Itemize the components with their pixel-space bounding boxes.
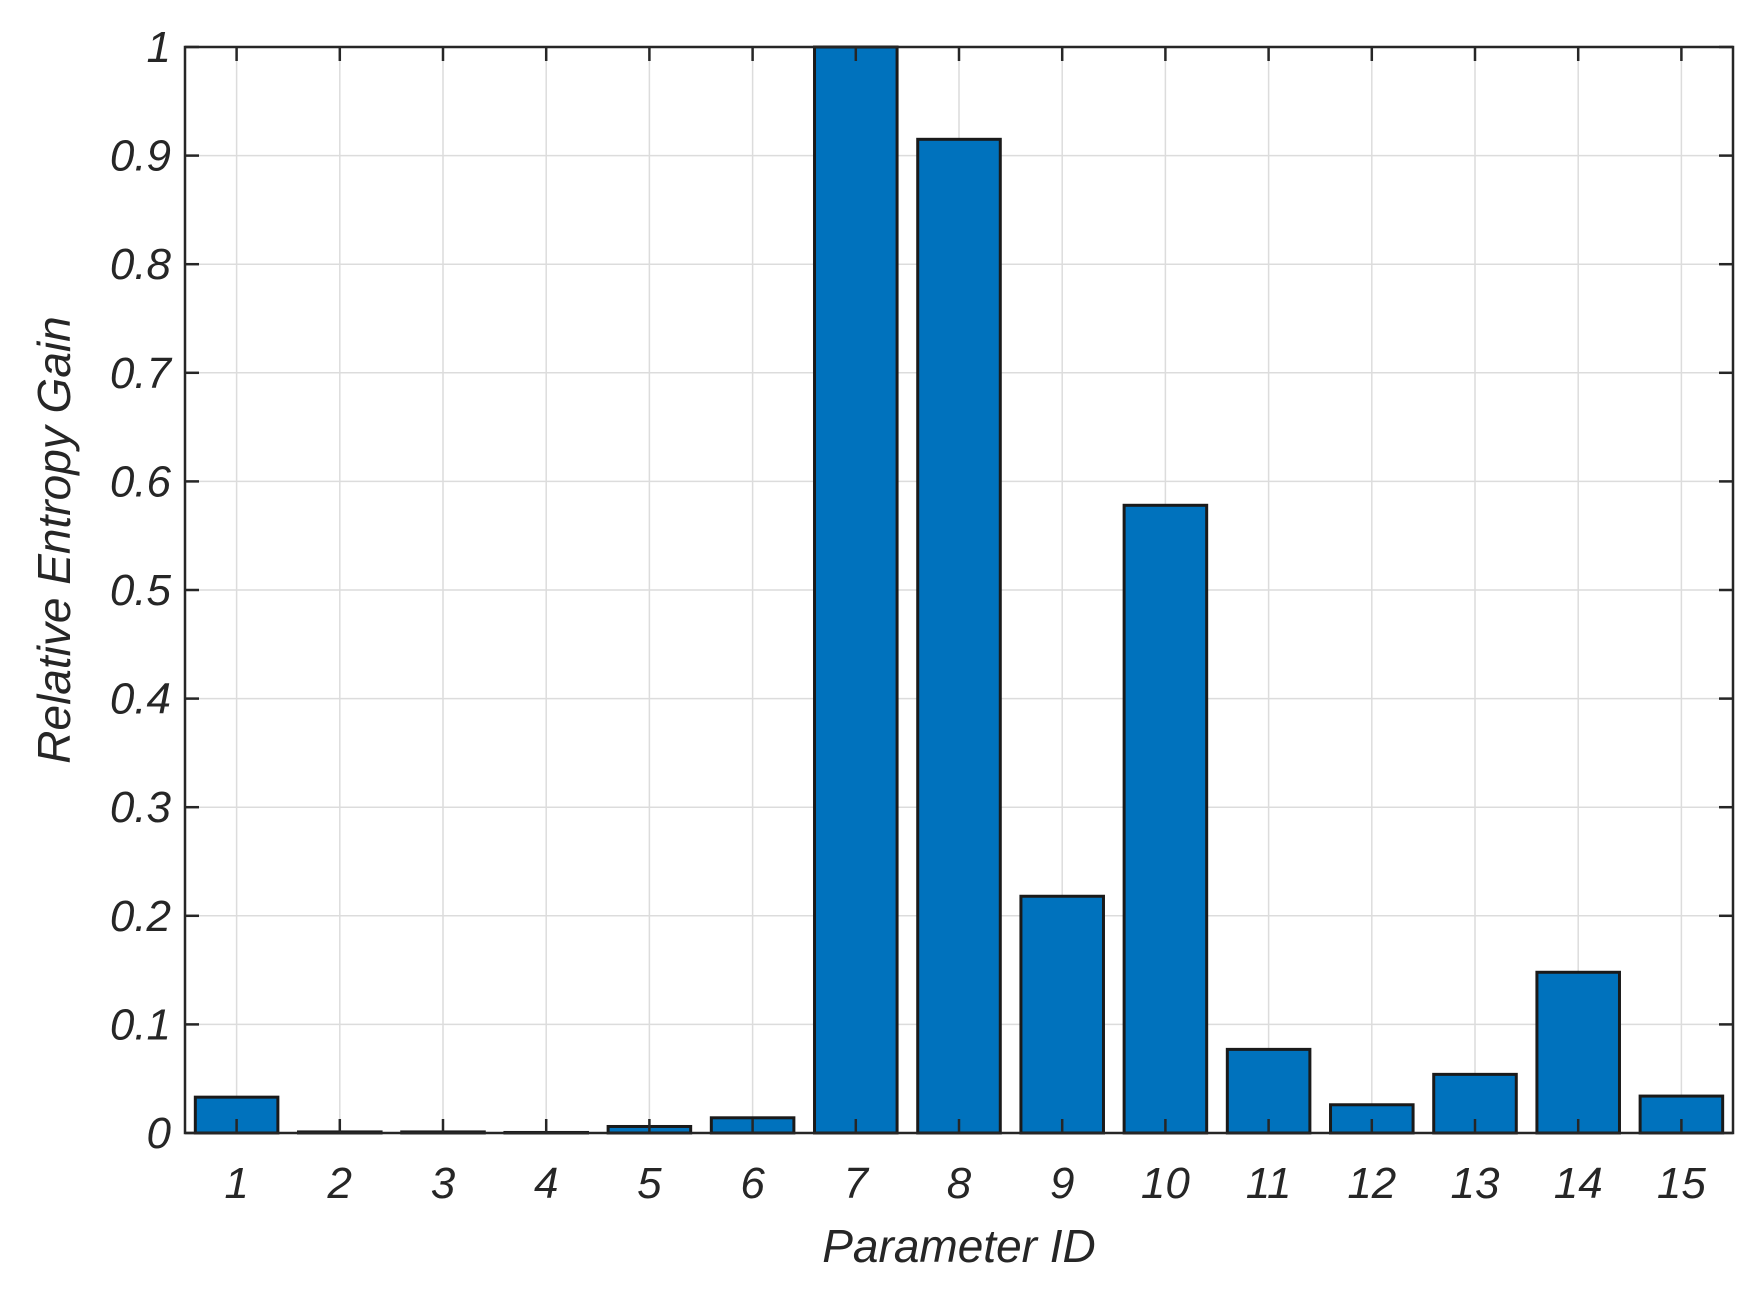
x-tick-label: 11: [1246, 1159, 1292, 1208]
x-tick-label: 2: [327, 1159, 352, 1208]
x-tick-label: 15: [1657, 1159, 1706, 1208]
y-tick-label: 0.1: [110, 1000, 171, 1049]
x-tick-label: 10: [1141, 1159, 1190, 1208]
y-tick-label: 0: [147, 1109, 172, 1158]
x-tick-label: 1: [224, 1159, 248, 1208]
x-tick-label: 7: [844, 1159, 870, 1208]
x-tick-label: 13: [1451, 1159, 1500, 1208]
bar-7: [813, 45, 899, 1135]
y-tick-label: 0.6: [110, 457, 172, 506]
x-tick-label: 6: [740, 1159, 765, 1208]
axis-ticks: [185, 45, 1733, 1135]
x-tick-labels: 1 2 3 4 5 6 7 8 9 10 11 12 13 14 15: [224, 1159, 1706, 1208]
bar-10: [1122, 503, 1209, 1135]
y-tick-label: 0.7: [110, 349, 173, 398]
x-tick-label: 4: [534, 1159, 558, 1208]
bar-8: [916, 137, 1002, 1135]
y-tick-label: 0.4: [110, 675, 171, 724]
y-tick-label: 0.3: [110, 783, 172, 832]
y-axis-label: Relative Entropy Gain: [28, 316, 80, 763]
x-tick-label: 5: [637, 1159, 662, 1208]
bar-9: [1019, 894, 1105, 1135]
x-tick-label: 8: [947, 1159, 972, 1208]
bar-11: [1225, 1047, 1312, 1135]
y-tick-label: 0.5: [110, 566, 172, 615]
x-axis-label: Parameter ID: [822, 1220, 1096, 1272]
x-tick-label: 3: [431, 1159, 456, 1208]
x-tick-label: 12: [1347, 1159, 1396, 1208]
x-tick-label: 9: [1050, 1159, 1074, 1208]
y-tick-label: 0.2: [110, 892, 171, 941]
y-tick-label: 0.8: [110, 240, 172, 289]
y-tick-label: 1: [147, 23, 171, 72]
y-tick-labels: 0 0.1 0.2 0.3 0.4 0.5 0.6 0.7 0.8 0.9 1: [110, 23, 173, 1158]
x-tick-label: 14: [1554, 1159, 1603, 1208]
bar-14: [1535, 970, 1621, 1135]
y-tick-label: 0.9: [110, 132, 171, 181]
